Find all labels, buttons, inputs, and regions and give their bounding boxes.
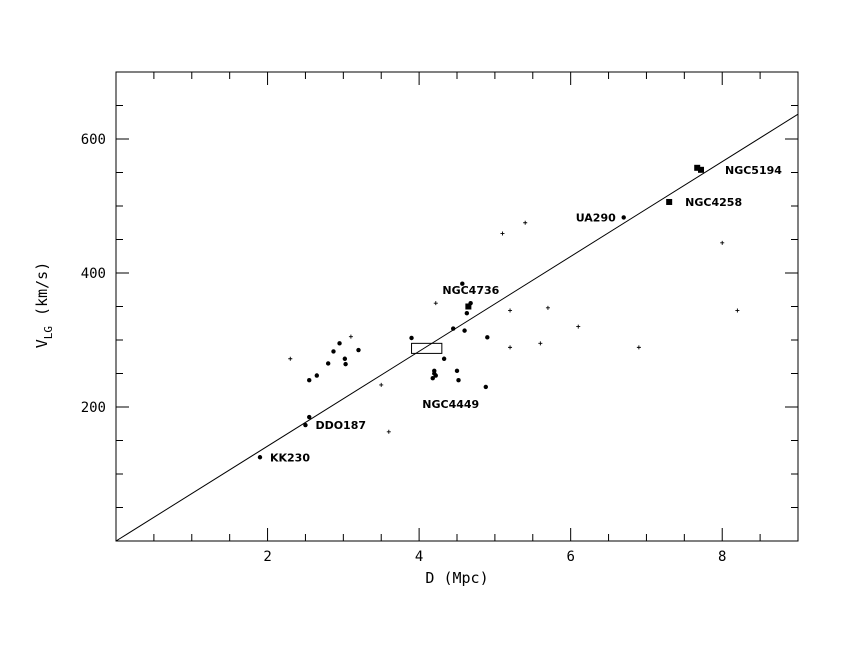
data-point (456, 378, 461, 383)
data-point-plus (735, 308, 740, 313)
data-point (307, 414, 312, 420)
marks-layer: 2 4 6 8 200 400 600 KK230 DDO187 NGC4449 NGC4736 UA… (81, 71, 799, 565)
data-point (485, 335, 490, 340)
data-point (483, 384, 488, 390)
data-point-square (698, 166, 705, 173)
data-point-plus (508, 345, 513, 350)
data-point-plus (500, 231, 505, 236)
data-point-plus (508, 308, 513, 313)
x-axis-title: D (Mpc) (425, 569, 488, 587)
point-annotation: NGC4449 (422, 398, 479, 411)
data-point (342, 356, 348, 361)
point-annotation: UA290 (576, 211, 616, 224)
y-axis-title: VLG (km/s) (33, 262, 55, 348)
data-point (356, 347, 361, 353)
data-point-plus (379, 382, 384, 387)
data-point (257, 455, 263, 460)
y-tick-label: 400 (81, 266, 106, 282)
data-point (343, 361, 348, 367)
data-point-plus (523, 220, 528, 225)
y-axis-title-sub: LG (42, 326, 55, 339)
data-point (460, 281, 465, 286)
data-point (430, 375, 435, 381)
plot-frame (115, 71, 799, 542)
data-point-plus (545, 305, 550, 310)
data-point (307, 378, 312, 383)
x-tick-label: 4 (415, 549, 423, 565)
fit-line (115, 113, 799, 542)
point-annotation: NGC4258 (685, 196, 742, 209)
data-point-plus (576, 324, 581, 329)
data-point (462, 328, 467, 333)
x-tick-label: 6 (566, 549, 574, 565)
data-point-plus (636, 345, 641, 350)
data-point (303, 422, 308, 428)
data-point-plus (348, 334, 353, 339)
local-group-box (411, 342, 443, 354)
data-point-plus (720, 240, 725, 245)
data-point-plus (433, 301, 438, 306)
y-tick-label: 600 (81, 132, 106, 148)
data-point (314, 373, 320, 378)
data-point (454, 368, 460, 374)
y-axis-title-main: V (33, 339, 51, 348)
x-tick-label: 8 (718, 549, 726, 565)
point-annotation: NGC5194 (725, 164, 782, 177)
x-tick-label: 2 (263, 549, 271, 565)
point-annotation: DDO187 (315, 419, 366, 432)
data-point (409, 335, 414, 341)
data-point (464, 311, 470, 316)
data-point (337, 341, 342, 346)
data-point (621, 215, 626, 220)
data-point (331, 349, 336, 354)
y-tick-label: 200 (81, 400, 106, 416)
data-point-plus (386, 429, 391, 434)
data-point-plus (538, 341, 543, 346)
point-annotation: NGC4736 (442, 284, 499, 297)
point-annotation: KK230 (270, 451, 310, 464)
data-point-plus (288, 356, 293, 361)
data-point-square (465, 303, 472, 310)
data-point (441, 356, 447, 361)
data-point-square (694, 164, 701, 171)
data-point (433, 373, 438, 378)
data-point (451, 326, 456, 331)
data-point (325, 361, 331, 366)
y-axis-title-unit: (km/s) (33, 262, 51, 316)
data-point (432, 368, 437, 374)
data-point-square (666, 198, 673, 205)
